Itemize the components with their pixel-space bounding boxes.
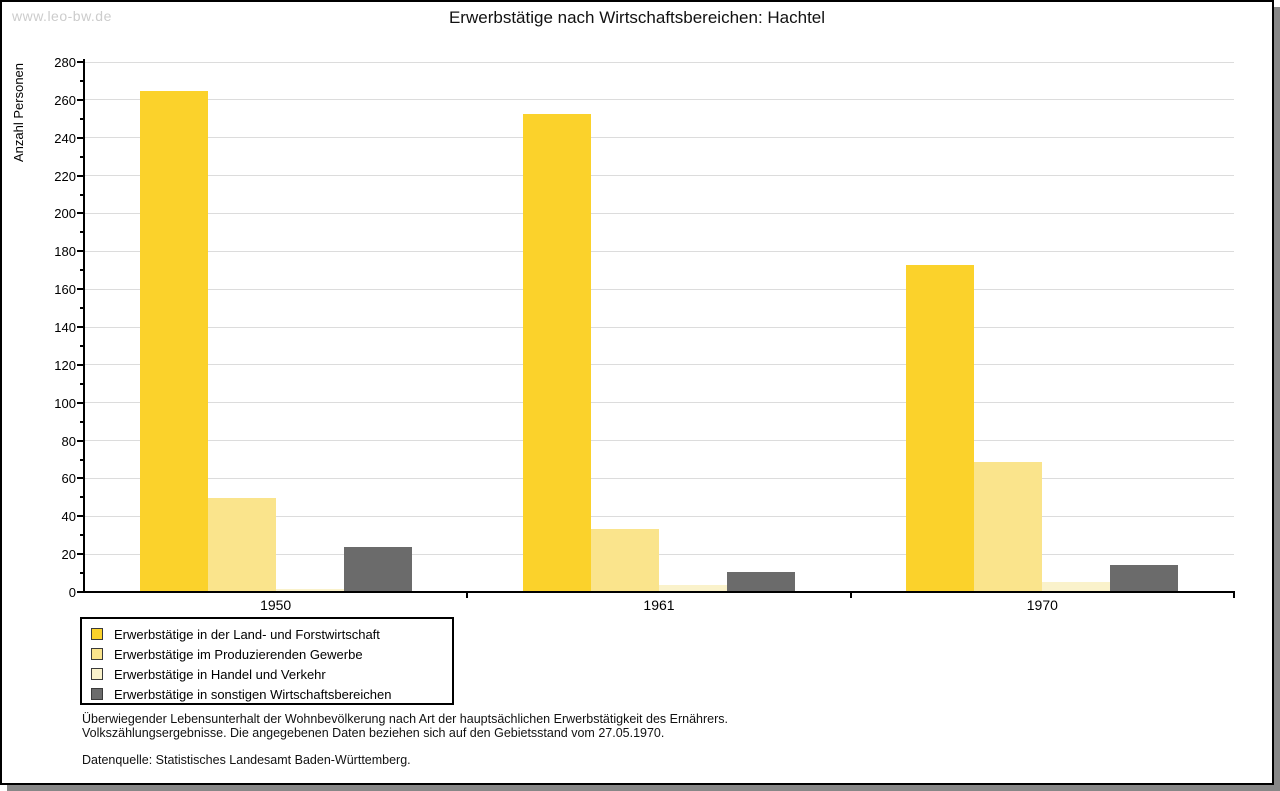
y-axis-title: Anzahl Personen bbox=[11, 62, 26, 162]
y-gridline bbox=[84, 402, 1234, 404]
y-minor-tick bbox=[80, 269, 84, 272]
y-gridline bbox=[84, 553, 1234, 555]
y-tick-label: 200 bbox=[54, 206, 76, 222]
x-boundary-tick bbox=[1233, 593, 1235, 598]
legend-swatch-icon bbox=[91, 668, 103, 680]
bar-1970-series2 bbox=[974, 462, 1043, 591]
x-category-label: 1970 bbox=[1026, 597, 1058, 613]
y-gridline bbox=[84, 99, 1234, 101]
footnote-line-2: Volkszählungsergebnisse. Die angegebenen… bbox=[82, 726, 665, 740]
y-minor-tick bbox=[80, 344, 84, 347]
y-gridline bbox=[84, 440, 1234, 442]
bar-1961-series3 bbox=[659, 585, 727, 591]
y-gridline bbox=[84, 250, 1234, 252]
bar-1950-series4 bbox=[343, 547, 412, 591]
y-major-tick bbox=[77, 98, 84, 101]
y-minor-tick bbox=[80, 307, 84, 310]
y-major-tick bbox=[77, 212, 84, 215]
y-tick-label: 160 bbox=[54, 282, 76, 298]
legend-swatch-icon bbox=[91, 648, 103, 660]
legend-item-2: Erwerbstätige im Produzierenden Gewerbe bbox=[82, 644, 452, 664]
legend-label: Erwerbstätige im Produzierenden Gewerbe bbox=[114, 646, 363, 662]
x-boundary-tick bbox=[849, 593, 852, 598]
bar-1950-series2 bbox=[207, 498, 276, 591]
y-gridline bbox=[84, 61, 1234, 63]
y-gridline bbox=[84, 477, 1234, 479]
legend-item-4: Erwerbstätige in sonstigen Wirtschaftsbe… bbox=[82, 684, 452, 704]
legend-label: Erwerbstätige in Handel und Verkehr bbox=[114, 666, 326, 682]
y-gridline bbox=[84, 326, 1234, 328]
data-source-line: Datenquelle: Statistisches Landesamt Bad… bbox=[82, 753, 411, 767]
bar-1970-series3 bbox=[1042, 581, 1111, 591]
y-gridline bbox=[84, 137, 1234, 139]
legend-label: Erwerbstätige in der Land- und Forstwirt… bbox=[114, 626, 380, 642]
y-tick-label: 120 bbox=[54, 357, 76, 373]
y-minor-tick bbox=[80, 420, 84, 423]
y-tick-label: 220 bbox=[54, 168, 76, 184]
legend-swatch-icon bbox=[91, 628, 103, 640]
watermark-leo-bw: www.leo-bw.de bbox=[12, 8, 112, 24]
y-gridline bbox=[84, 515, 1234, 517]
x-category-label: 1950 bbox=[260, 597, 292, 613]
x-category-label: 1961 bbox=[643, 597, 675, 613]
y-minor-tick bbox=[80, 572, 84, 575]
y-minor-tick bbox=[80, 155, 84, 158]
y-minor-tick bbox=[80, 496, 84, 499]
y-tick-label: 140 bbox=[54, 320, 76, 335]
y-gridline bbox=[84, 288, 1234, 290]
y-tick-label: 0 bbox=[68, 585, 76, 600]
bar-1950-series1 bbox=[139, 91, 208, 591]
y-tick-label: 180 bbox=[54, 244, 76, 260]
y-minor-tick bbox=[80, 231, 84, 234]
y-minor-tick bbox=[80, 193, 84, 196]
y-major-tick bbox=[77, 61, 84, 63]
legend-label: Erwerbstätige in sonstigen Wirtschaftsbe… bbox=[114, 686, 392, 702]
bar-1970-series1 bbox=[906, 265, 975, 591]
y-axis-line bbox=[83, 59, 85, 593]
x-boundary-tick bbox=[466, 593, 469, 598]
x-axis-line bbox=[83, 591, 1235, 593]
y-major-tick bbox=[77, 174, 84, 177]
y-minor-tick bbox=[80, 79, 84, 82]
chart-title: Erwerbstätige nach Wirtschaftsbereichen:… bbox=[448, 8, 826, 27]
y-tick-label: 40 bbox=[61, 509, 76, 525]
bar-1961-series1 bbox=[523, 114, 591, 591]
y-tick-label: 100 bbox=[54, 395, 76, 411]
y-gridline bbox=[84, 364, 1234, 366]
y-minor-tick bbox=[80, 382, 84, 385]
y-minor-tick bbox=[80, 534, 84, 537]
y-tick-label: 260 bbox=[54, 92, 76, 108]
y-major-tick bbox=[77, 136, 84, 139]
bar-1961-series2 bbox=[591, 528, 659, 591]
legend-box: Erwerbstätige in der Land- und Forstwirt… bbox=[80, 617, 454, 705]
y-major-tick bbox=[77, 439, 84, 442]
bar-1961-series4 bbox=[727, 572, 795, 591]
y-gridline bbox=[84, 175, 1234, 177]
y-gridline bbox=[84, 212, 1234, 214]
y-minor-tick bbox=[80, 117, 84, 120]
y-major-tick bbox=[77, 250, 84, 253]
y-major-tick bbox=[77, 288, 84, 291]
y-tick-label: 20 bbox=[61, 547, 76, 563]
legend-item-3: Erwerbstätige in Handel und Verkehr bbox=[82, 664, 452, 684]
y-major-tick bbox=[77, 326, 84, 328]
y-minor-tick bbox=[80, 458, 84, 461]
y-major-tick bbox=[77, 515, 84, 518]
y-major-tick bbox=[77, 553, 84, 556]
legend-item-1: Erwerbstätige in der Land- und Forstwirt… bbox=[82, 624, 452, 644]
legend-swatch-icon bbox=[91, 688, 103, 700]
bar-1970-series4 bbox=[1110, 564, 1179, 591]
y-tick-label: 80 bbox=[61, 433, 76, 449]
y-tick-label: 280 bbox=[54, 55, 76, 70]
y-major-tick bbox=[77, 591, 84, 593]
y-major-tick bbox=[77, 363, 84, 366]
y-major-tick bbox=[77, 477, 84, 480]
bar-1950-series3 bbox=[275, 589, 344, 591]
y-major-tick bbox=[77, 401, 84, 404]
footnote-line-1: Überwiegender Lebensunterhalt der Wohnbe… bbox=[82, 712, 728, 726]
y-tick-label: 60 bbox=[61, 471, 76, 487]
y-tick-label: 240 bbox=[54, 130, 76, 146]
